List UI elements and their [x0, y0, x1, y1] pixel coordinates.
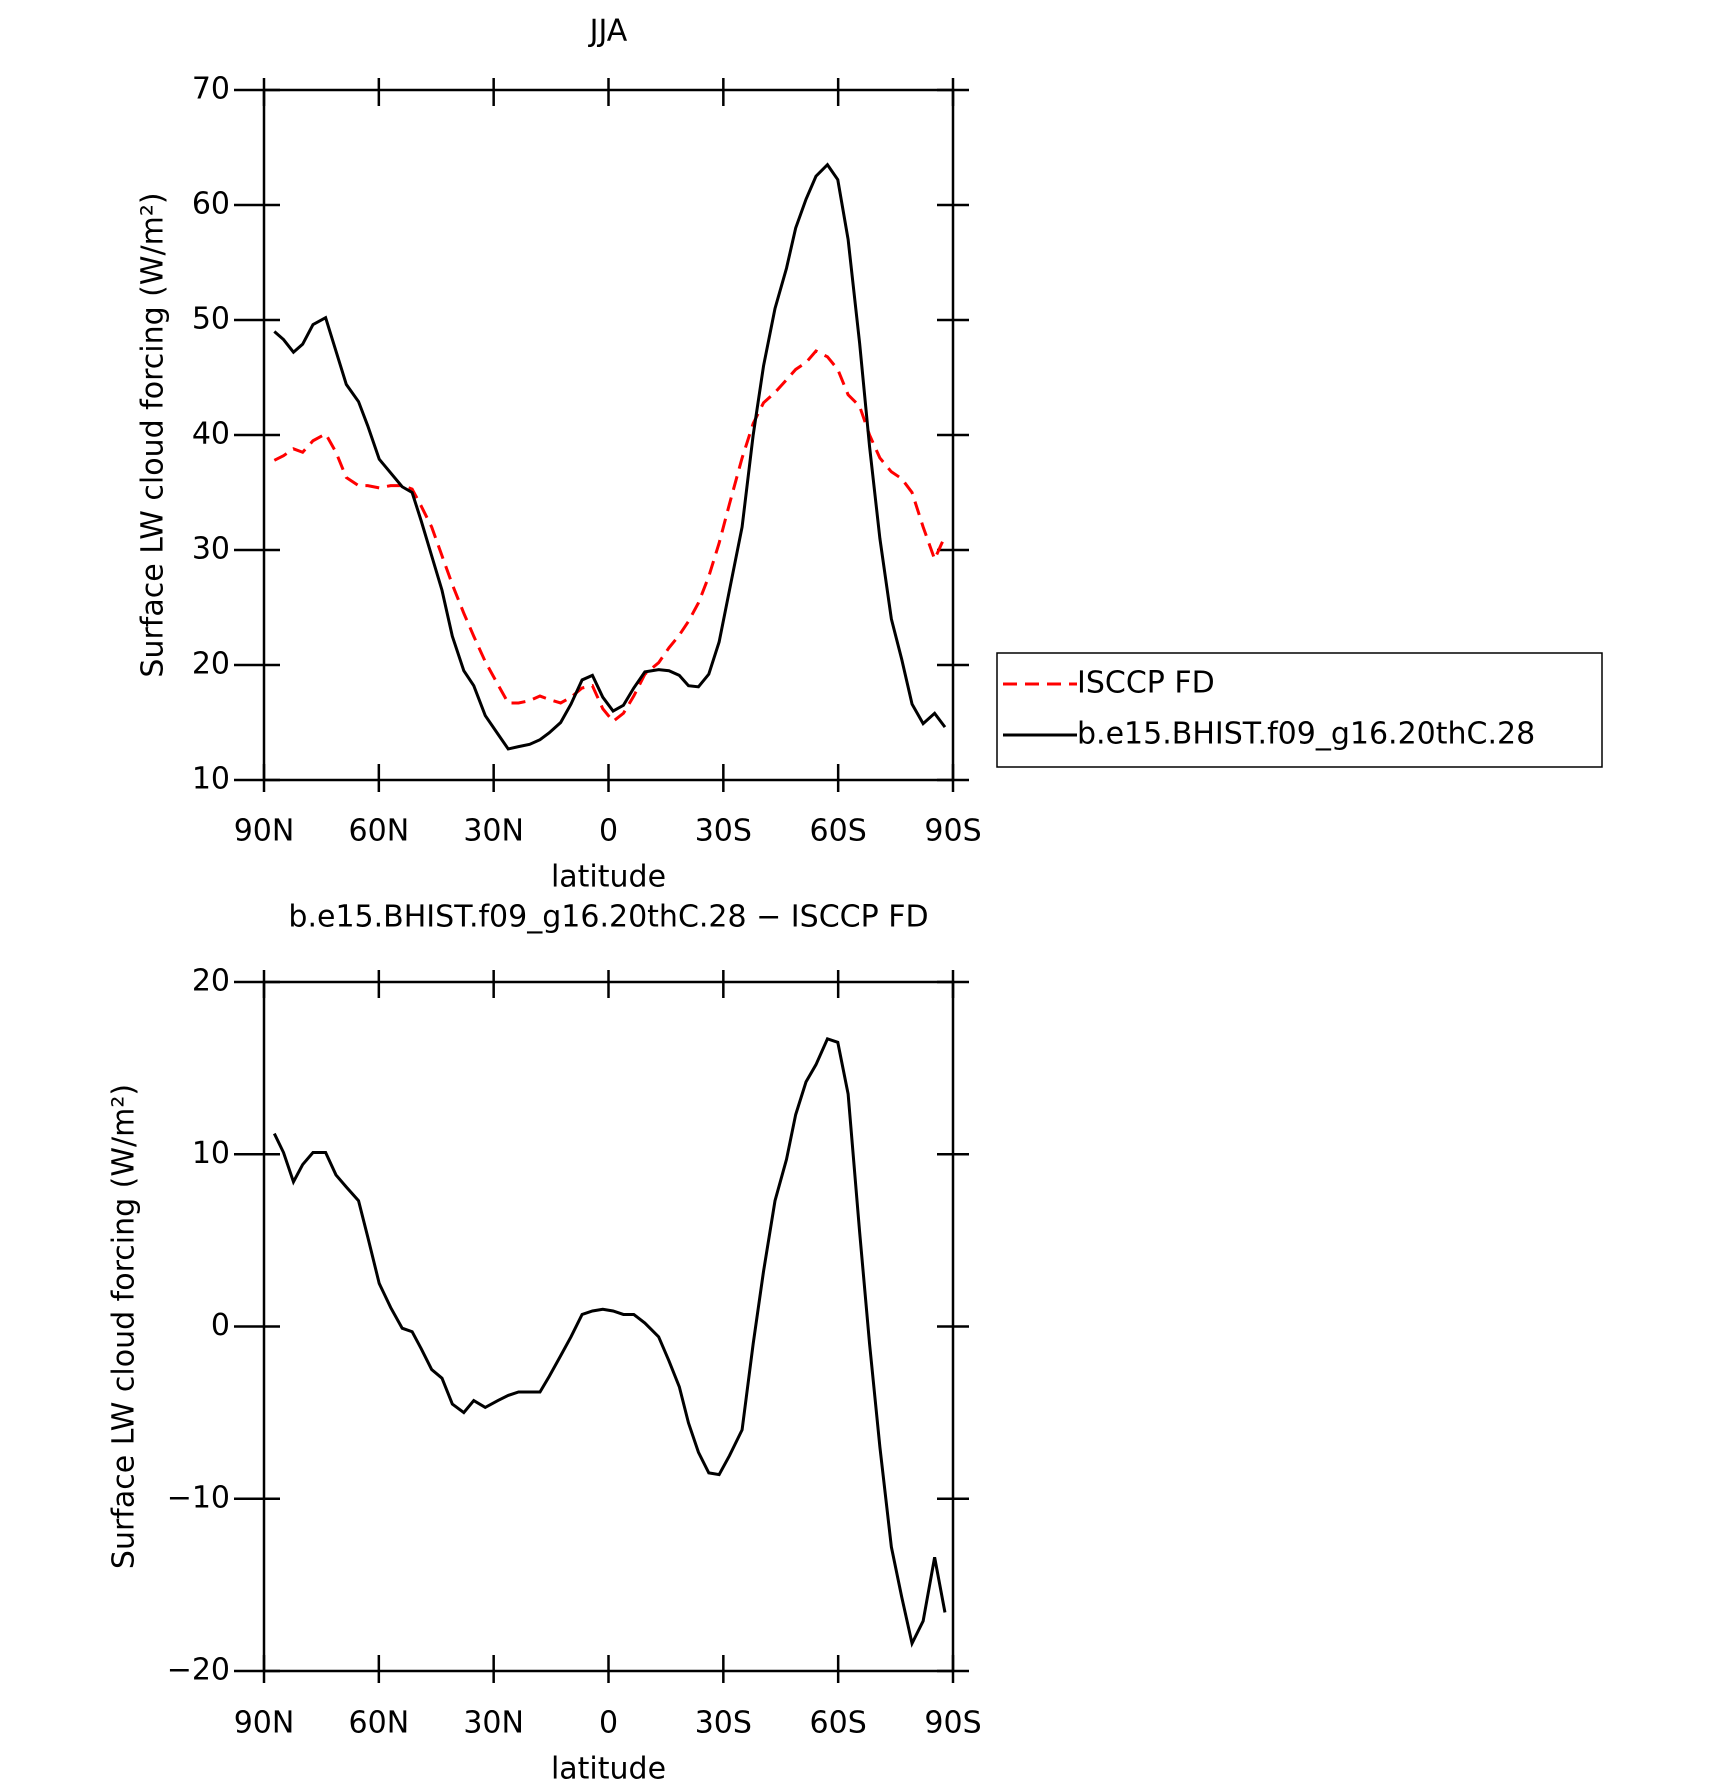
legend-box [996, 652, 1603, 768]
y-tick-label: 50 [192, 302, 230, 337]
data-line [273, 349, 947, 724]
chart-title: JJA [588, 14, 628, 49]
x-tick-label: 60N [349, 814, 410, 849]
data-line [272, 1036, 947, 1648]
y-axis-label: Surface LW cloud forcing (W/m²) [107, 1084, 142, 1569]
x-tick-label: 60S [810, 814, 867, 849]
y-tick-label: 60 [192, 187, 230, 222]
x-axis-label: latitude [551, 1752, 666, 1787]
x-tick-label: 0 [599, 1706, 618, 1741]
chart-title: b.e15.BHIST.f09_g16.20thC.28 − ISCCP FD [288, 900, 928, 935]
y-tick-label: −20 [167, 1653, 230, 1688]
data-line [273, 162, 947, 751]
y-tick-label: 20 [192, 964, 230, 999]
y-tick-label: 30 [192, 532, 230, 567]
y-tick-label: 20 [192, 647, 230, 682]
y-tick-label: 0 [211, 1308, 230, 1343]
x-tick-label: 90N [234, 814, 295, 849]
x-tick-label: 0 [599, 814, 618, 849]
plot-frame [262, 980, 955, 1673]
legend-label: b.e15.BHIST.f09_g16.20thC.28 [1077, 717, 1535, 752]
x-tick-label: 90S [924, 1706, 981, 1741]
y-tick-label: 40 [192, 417, 230, 452]
x-tick-label: 30S [695, 1706, 752, 1741]
x-tick-label: 90S [924, 814, 981, 849]
legend-label: ISCCP FD [1077, 666, 1215, 701]
x-tick-label: 30N [463, 1706, 524, 1741]
y-tick-label: 10 [192, 1136, 230, 1171]
y-axis-label: Surface LW cloud forcing (W/m²) [136, 192, 171, 677]
y-tick-label: 70 [192, 72, 230, 107]
x-tick-label: 60S [810, 1706, 867, 1741]
x-tick-label: 30N [463, 814, 524, 849]
plot-frame [262, 88, 955, 782]
x-axis-label: latitude [551, 860, 666, 895]
x-tick-label: 90N [234, 1706, 295, 1741]
y-tick-label: 10 [192, 762, 230, 797]
x-tick-label: 60N [349, 1706, 410, 1741]
y-tick-label: −10 [167, 1480, 230, 1515]
x-tick-label: 30S [695, 814, 752, 849]
